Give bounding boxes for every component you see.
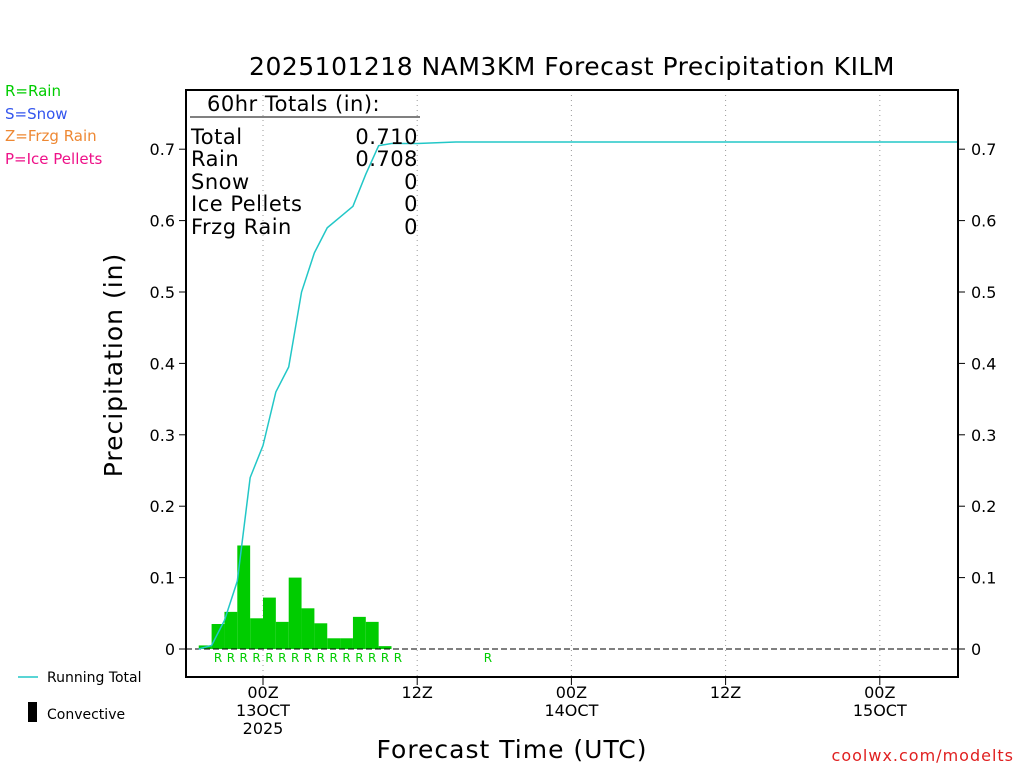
ptype-marker-rain: R bbox=[330, 651, 338, 665]
precip-bar bbox=[224, 611, 238, 649]
running-total-line bbox=[198, 141, 958, 650]
precip-bar bbox=[288, 577, 302, 649]
precip-bar bbox=[301, 608, 315, 649]
y-tick-label-left: 0 bbox=[165, 640, 175, 659]
precip-bar bbox=[365, 621, 379, 649]
x-tick-label: 13OCT bbox=[236, 701, 290, 720]
hourly-precip-bars bbox=[198, 545, 392, 649]
y-tick-label-right: 0.3 bbox=[971, 426, 996, 445]
y-tick-label-left: 0.1 bbox=[150, 569, 175, 588]
totals-label-total: Total bbox=[190, 125, 243, 149]
y-tick-label-left: 0.5 bbox=[150, 283, 175, 302]
ptype-marker-rain: R bbox=[278, 651, 286, 665]
ptype-marker-rain: R bbox=[214, 651, 222, 665]
ptype-marker-rain: R bbox=[317, 651, 325, 665]
precip-bar bbox=[237, 545, 251, 649]
y-tick-label-left: 0.3 bbox=[150, 426, 175, 445]
ptype-marker-rain: R bbox=[368, 651, 376, 665]
ptype-marker-rain: R bbox=[240, 651, 248, 665]
precip-bar bbox=[250, 618, 263, 649]
totals-value-ice-pellets: 0 bbox=[404, 192, 418, 216]
y-tick-label-left: 0.7 bbox=[150, 140, 175, 159]
totals-label-rain: Rain bbox=[191, 147, 239, 171]
totals-value-total: 0.710 bbox=[355, 125, 418, 149]
ptype-marker-rain: R bbox=[484, 651, 492, 665]
convective-legend-swatch bbox=[28, 702, 37, 722]
x-tick-label: 12Z bbox=[710, 683, 741, 702]
running-total-legend-label: Running Total bbox=[47, 670, 142, 686]
y-tick-label-left: 0.2 bbox=[150, 497, 175, 516]
precip-bar bbox=[340, 638, 353, 649]
precip-bar bbox=[263, 597, 276, 649]
precip-bar bbox=[314, 623, 328, 649]
ptype-marker-rain: R bbox=[291, 651, 299, 665]
y-tick-label-left: 0.6 bbox=[150, 212, 175, 231]
y-tick-label-right: 0.4 bbox=[971, 354, 996, 373]
ptype-marker-rain: R bbox=[304, 651, 312, 665]
legend-rain: R=Rain bbox=[5, 82, 61, 100]
convective-legend-label: Convective bbox=[47, 707, 125, 723]
ptype-marker-rain: R bbox=[355, 651, 363, 665]
totals-label-snow: Snow bbox=[191, 170, 250, 194]
precip-bar bbox=[378, 646, 392, 649]
legend-frzg-rain: Z=Frzg Rain bbox=[5, 127, 97, 145]
x-tick-label: 14OCT bbox=[544, 701, 598, 720]
x-tick-label: 15OCT bbox=[853, 701, 907, 720]
vertical-gridlines bbox=[262, 90, 881, 677]
totals-label-ice-pellets: Ice Pellets bbox=[191, 192, 302, 216]
y-tick-label-right: 0.6 bbox=[971, 212, 996, 231]
precip-bar bbox=[211, 624, 225, 649]
totals-value-snow: 0 bbox=[404, 170, 418, 194]
legend-snow: S=Snow bbox=[5, 105, 68, 123]
precip-bar bbox=[327, 638, 341, 649]
bottom-legend: Running Total Convective bbox=[18, 670, 142, 723]
y-tick-label-right: 0.5 bbox=[971, 283, 996, 302]
x-tick-label: 12Z bbox=[402, 683, 433, 702]
x-axis-label: Forecast Time (UTC) bbox=[377, 735, 648, 764]
ptype-marker-rain: R bbox=[394, 651, 402, 665]
site-credit: coolwx.com/modelts bbox=[832, 746, 1014, 765]
y-tick-label-right: 0.1 bbox=[971, 569, 996, 588]
ptype-marker-rain: R bbox=[265, 651, 273, 665]
totals-label-frzg-rain: Frzg Rain bbox=[191, 215, 292, 239]
chart-title: 2025101218 NAM3KM Forecast Precipitation… bbox=[249, 52, 895, 81]
x-tick-label: 00Z bbox=[864, 683, 895, 702]
y-tick-label-right: 0 bbox=[971, 640, 981, 659]
y-tick-label-left: 0.4 bbox=[150, 354, 175, 373]
y-axis: 0 00.1 0.10.2 0.20.3 0.30.4 0.40.5 0.50.6 0.60.… bbox=[150, 140, 997, 659]
legend-ice-pellets: P=Ice Pellets bbox=[5, 150, 102, 168]
ptype-marker-rain: R bbox=[227, 651, 235, 665]
ptype-marker-rain: R bbox=[252, 651, 260, 665]
x-tick-label: 00Z bbox=[247, 683, 278, 702]
precip-bar bbox=[275, 621, 289, 649]
plot-frame bbox=[185, 89, 959, 678]
ptype-marker-rain: R bbox=[342, 651, 350, 665]
ptype-marker-rain: R bbox=[381, 651, 389, 665]
totals-heading: 60hr Totals (in): bbox=[207, 92, 380, 116]
y-tick-label-right: 0.7 bbox=[971, 140, 996, 159]
ptype-legend: R=Rain S=Snow Z=Frzg Rain P=Ice Pellets bbox=[5, 82, 102, 168]
y-tick-label-right: 0.2 bbox=[971, 497, 996, 516]
x-tick-label: 2025 bbox=[243, 719, 284, 738]
totals-value-frzg-rain: 0 bbox=[404, 215, 418, 239]
x-tick-label: 00Z bbox=[556, 683, 587, 702]
totals-value-rain: 0.708 bbox=[355, 147, 418, 171]
y-axis-label: Precipitation (in) bbox=[99, 253, 128, 478]
precip-bar bbox=[352, 616, 366, 649]
totals-box: 60hr Totals (in): Total 0.710 Rain 0.708… bbox=[190, 92, 420, 239]
